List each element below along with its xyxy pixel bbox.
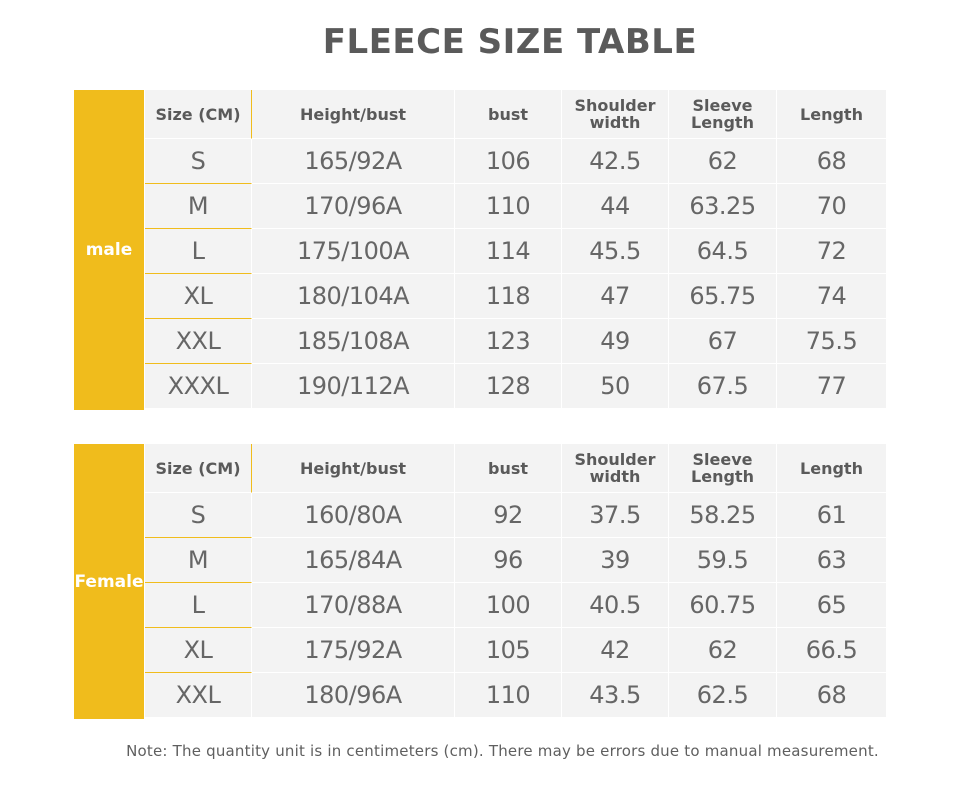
shoulder-cell: 49 — [562, 319, 669, 364]
height-bust-cell: 190/112A — [252, 364, 455, 409]
size-cell: S — [145, 139, 252, 184]
height-bust-cell: 165/84A — [252, 538, 455, 583]
sleeve-cell: 67 — [669, 319, 777, 364]
length-cell: 68 — [777, 673, 887, 718]
table-row: S 160/80A 92 37.5 58.25 61 — [145, 493, 887, 538]
table-row: L 175/100A 114 45.5 64.5 72 — [145, 229, 887, 274]
header-length: Length — [777, 444, 887, 493]
height-bust-cell: 165/92A — [252, 139, 455, 184]
bust-cell: 100 — [455, 583, 562, 628]
header-shoulder-width: Shoulder width — [562, 444, 669, 493]
sleeve-cell: 65.75 — [669, 274, 777, 319]
height-bust-cell: 175/92A — [252, 628, 455, 673]
bust-cell: 118 — [455, 274, 562, 319]
male-label: male — [85, 240, 133, 260]
header-shoulder-width: Shoulder width — [562, 90, 669, 139]
table-row: XL 180/104A 118 47 65.75 74 — [145, 274, 887, 319]
size-cell: XXXL — [145, 364, 252, 409]
header-sleeve-length: Sleeve Length — [669, 90, 777, 139]
header-bust: bust — [455, 90, 562, 139]
table-header-row: Size (CM) Height/bust bust Shoulder widt… — [145, 444, 887, 493]
shoulder-cell: 39 — [562, 538, 669, 583]
size-cell: XL — [145, 274, 252, 319]
bust-cell: 114 — [455, 229, 562, 274]
sleeve-cell: 63.25 — [669, 184, 777, 229]
length-cell: 63 — [777, 538, 887, 583]
size-cell: L — [145, 583, 252, 628]
shoulder-cell: 44 — [562, 184, 669, 229]
header-height-bust: Height/bust — [252, 444, 455, 493]
length-cell: 66.5 — [777, 628, 887, 673]
bust-cell: 123 — [455, 319, 562, 364]
table-row: S 165/92A 106 42.5 62 68 — [145, 139, 887, 184]
height-bust-cell: 185/108A — [252, 319, 455, 364]
height-bust-cell: 175/100A — [252, 229, 455, 274]
length-cell: 75.5 — [777, 319, 887, 364]
table-row: M 165/84A 96 39 59.5 63 — [145, 538, 887, 583]
size-cell: XXL — [145, 673, 252, 718]
bust-cell: 128 — [455, 364, 562, 409]
male-label-bar: male — [74, 90, 144, 410]
shoulder-cell: 45.5 — [562, 229, 669, 274]
header-length: Length — [777, 90, 887, 139]
sleeve-cell: 62 — [669, 628, 777, 673]
size-cell: XL — [145, 628, 252, 673]
height-bust-cell: 160/80A — [252, 493, 455, 538]
sleeve-cell: 60.75 — [669, 583, 777, 628]
length-cell: 65 — [777, 583, 887, 628]
table-row: XXL 180/96A 110 43.5 62.5 68 — [145, 673, 887, 718]
sleeve-cell: 58.25 — [669, 493, 777, 538]
size-cell: XXL — [145, 319, 252, 364]
sleeve-cell: 67.5 — [669, 364, 777, 409]
height-bust-cell: 180/96A — [252, 673, 455, 718]
header-sleeve-length: Sleeve Length — [669, 444, 777, 493]
sleeve-cell: 62.5 — [669, 673, 777, 718]
length-cell: 72 — [777, 229, 887, 274]
table-row: XL 175/92A 105 42 62 66.5 — [145, 628, 887, 673]
shoulder-cell: 42 — [562, 628, 669, 673]
shoulder-cell: 47 — [562, 274, 669, 319]
size-cell: M — [145, 538, 252, 583]
female-size-table: Size (CM) Height/bust bust Shoulder widt… — [145, 444, 887, 718]
shoulder-cell: 42.5 — [562, 139, 669, 184]
shoulder-cell: 40.5 — [562, 583, 669, 628]
female-label: Female — [74, 571, 144, 592]
sleeve-cell: 59.5 — [669, 538, 777, 583]
length-cell: 68 — [777, 139, 887, 184]
header-size: Size (CM) — [145, 444, 252, 493]
table-row: M 170/96A 110 44 63.25 70 — [145, 184, 887, 229]
table-row: L 170/88A 100 40.5 60.75 65 — [145, 583, 887, 628]
sleeve-cell: 62 — [669, 139, 777, 184]
height-bust-cell: 170/88A — [252, 583, 455, 628]
header-bust: bust — [455, 444, 562, 493]
size-cell: S — [145, 493, 252, 538]
bust-cell: 96 — [455, 538, 562, 583]
bust-cell: 105 — [455, 628, 562, 673]
table-header-row: Size (CM) Height/bust bust Shoulder widt… — [145, 90, 887, 139]
shoulder-cell: 43.5 — [562, 673, 669, 718]
bust-cell: 110 — [455, 184, 562, 229]
male-size-table: Size (CM) Height/bust bust Shoulder widt… — [145, 90, 887, 409]
height-bust-cell: 170/96A — [252, 184, 455, 229]
shoulder-cell: 37.5 — [562, 493, 669, 538]
length-cell: 70 — [777, 184, 887, 229]
footnote: Note: The quantity unit is in centimeter… — [126, 742, 879, 760]
bust-cell: 92 — [455, 493, 562, 538]
height-bust-cell: 180/104A — [252, 274, 455, 319]
size-cell: L — [145, 229, 252, 274]
female-label-bar: Female — [74, 444, 144, 719]
shoulder-cell: 50 — [562, 364, 669, 409]
header-size: Size (CM) — [145, 90, 252, 139]
sleeve-cell: 64.5 — [669, 229, 777, 274]
length-cell: 61 — [777, 493, 887, 538]
length-cell: 74 — [777, 274, 887, 319]
header-height-bust: Height/bust — [252, 90, 455, 139]
size-cell: M — [145, 184, 252, 229]
table-row: XXXL 190/112A 128 50 67.5 77 — [145, 364, 887, 409]
page-title: FLEECE SIZE TABLE — [322, 22, 698, 62]
table-row: XXL 185/108A 123 49 67 75.5 — [145, 319, 887, 364]
bust-cell: 110 — [455, 673, 562, 718]
length-cell: 77 — [777, 364, 887, 409]
bust-cell: 106 — [455, 139, 562, 184]
